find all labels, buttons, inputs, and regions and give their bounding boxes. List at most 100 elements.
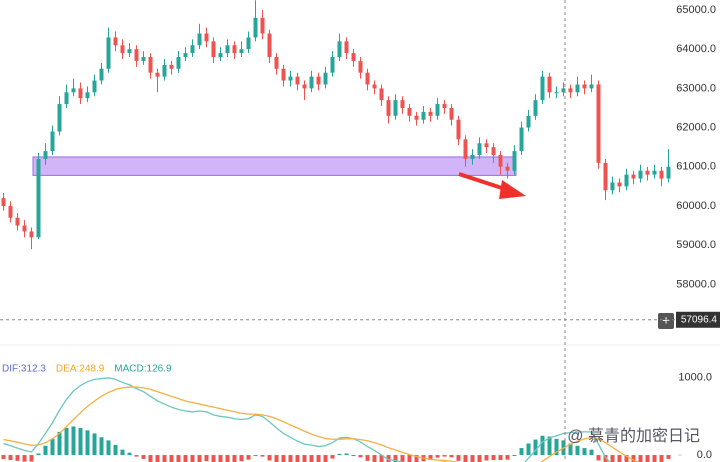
candle-body — [365, 72, 370, 85]
zone — [32, 156, 517, 176]
macd-bar — [274, 455, 279, 462]
candle-body — [211, 41, 216, 58]
candle-body — [239, 49, 244, 54]
price-panel — [1, 0, 671, 250]
macd-bar — [225, 455, 230, 462]
macd-bar — [638, 455, 643, 462]
candle-body — [393, 100, 398, 116]
macd-bar — [330, 455, 335, 459]
candle-body — [50, 131, 55, 152]
macd-bar — [596, 455, 601, 461]
candle-body — [449, 107, 454, 120]
axes: 65000.0 64000.0 63000.0 62000.0 61000.0 60000… — [0, 4, 720, 461]
candle-body — [414, 115, 419, 120]
macd-bar — [316, 455, 321, 462]
candle-body — [71, 88, 76, 93]
candle-body — [64, 92, 69, 105]
candle-body — [666, 166, 671, 179]
candle-body — [491, 147, 496, 156]
candle-body — [148, 57, 153, 73]
macd-bar — [435, 455, 440, 458]
macd-bar — [92, 433, 97, 456]
candle-body — [561, 88, 566, 93]
macd-bar — [155, 455, 160, 462]
macd-bar — [78, 428, 83, 456]
macd-bar — [617, 455, 622, 462]
candle-body — [442, 104, 447, 108]
candle-body — [127, 49, 132, 54]
candle-body — [631, 174, 636, 179]
candle-body — [512, 151, 517, 171]
macd-legend: MACD:126.9 — [114, 364, 172, 375]
macd-bar — [43, 445, 48, 456]
candle-body — [169, 64, 174, 69]
candle-body — [141, 57, 146, 61]
macd-bar — [197, 455, 202, 462]
candle-body — [15, 217, 20, 226]
macd-bar — [463, 455, 468, 462]
candle-body — [92, 80, 97, 93]
macd-bar — [260, 455, 265, 457]
macd-bar — [470, 455, 475, 462]
candle-body — [302, 84, 307, 89]
macd-bar — [85, 430, 90, 456]
candle-body — [85, 92, 90, 99]
macd-bar — [603, 455, 608, 462]
macd-bar — [554, 438, 559, 456]
candle-body — [463, 139, 468, 159]
candle-body — [225, 45, 230, 54]
y-tick-label: 58000.0 — [676, 278, 716, 290]
candle-body — [638, 170, 643, 179]
candle-body — [547, 76, 552, 93]
macd-bar — [246, 455, 251, 460]
macd-bar — [8, 455, 13, 461]
macd-bar — [582, 448, 587, 456]
macd-bar — [358, 455, 363, 458]
y-tick-label: 63000.0 — [676, 82, 716, 94]
macd-bar — [400, 455, 405, 462]
candle-body — [575, 84, 580, 93]
candle-body — [176, 57, 181, 69]
candle-body — [435, 104, 440, 116]
macd-bar — [309, 455, 314, 462]
y-tick-label: 60000.0 — [676, 200, 716, 212]
macd-bar — [533, 439, 538, 456]
candle-body — [120, 45, 125, 54]
macd-bar — [568, 443, 573, 456]
macd-legend: DIF:312.3 — [2, 364, 46, 375]
macd-bar — [127, 452, 132, 456]
macd-bar — [106, 440, 111, 456]
candle-body — [274, 57, 279, 69]
macd-bar — [414, 455, 419, 462]
macd-bar — [379, 455, 384, 462]
candle-body — [113, 37, 118, 46]
macd-bar — [344, 453, 349, 456]
watermark: @ 慕青的加密日记 — [567, 427, 700, 445]
macd-bar — [407, 455, 412, 462]
candle-body — [190, 45, 195, 54]
candle-body — [330, 57, 335, 73]
macd-bar — [575, 445, 580, 456]
macd-bar — [36, 453, 41, 456]
macd-bar — [71, 426, 76, 456]
candle-body — [155, 72, 160, 77]
macd-bar — [162, 455, 167, 462]
crosshair-label: 57096.4 — [681, 314, 718, 325]
macd-bar — [64, 428, 69, 456]
macd-bar — [652, 455, 657, 462]
macd-bar — [477, 455, 482, 462]
macd-bar — [498, 455, 503, 461]
macd-dea-line — [3, 386, 640, 462]
candle-body — [162, 64, 167, 77]
candle-body — [582, 84, 587, 89]
candle-body — [43, 151, 48, 159]
macd-bar — [372, 455, 377, 462]
candle-body — [281, 68, 286, 81]
macd-bar — [645, 455, 650, 462]
macd-bar — [190, 455, 195, 462]
macd-bar — [120, 449, 125, 456]
macd-bar — [393, 455, 398, 462]
candle-body — [316, 76, 321, 85]
plus-button[interactable] — [658, 313, 674, 329]
